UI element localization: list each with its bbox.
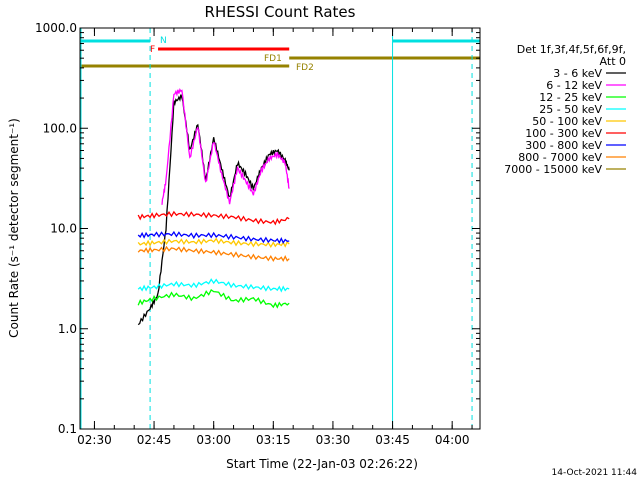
series-line: [137, 94, 290, 326]
footer-date: 14-Oct-2021 11:44: [552, 468, 638, 478]
series-line: [137, 210, 290, 226]
series-layer: [137, 87, 290, 326]
series-50-100-kev: [137, 237, 290, 249]
x-tick-label: 02:30: [77, 433, 112, 447]
annotation-n: N: [160, 36, 167, 46]
legend-entry-label: 800 - 7000 keV: [518, 151, 602, 164]
y-tick-label: 1.0: [58, 322, 77, 336]
legend-entry-label: 6 - 12 keV: [546, 79, 602, 92]
series-800-7000-kev: [137, 245, 290, 262]
series-12-25-kev: [137, 288, 290, 309]
y-tick-label: 0.1: [58, 422, 77, 436]
series-line: [137, 245, 290, 262]
series-25-50-kev: [137, 278, 290, 293]
series-line: [137, 237, 290, 249]
series-6-12-kev: [161, 87, 290, 205]
x-tick-label: 03:30: [316, 433, 351, 447]
chart-title: RHESSI Count Rates: [205, 3, 356, 21]
series-line: [137, 288, 290, 309]
series-100-300-kev: [137, 210, 290, 226]
attenuator-and-flag-bars: [80, 28, 480, 429]
axes-layer: 02:30 02:45 03:00 03:15 03:30 03:45 04:00 0.1 1.…: [35, 21, 480, 447]
y-tick-label: 100.0: [43, 121, 77, 135]
annotation-f: F: [150, 45, 155, 55]
legend-entry-label: 7000 - 15000 keV: [504, 163, 602, 176]
legend: Det 1f,3f,4f,5f,6f,9f, Att 0 3 - 6 keV6 …: [504, 43, 626, 176]
legend-header-attenuator: Att 0: [600, 55, 626, 68]
legend-entry-label: 50 - 100 keV: [532, 115, 602, 128]
y-axis-label: Count Rate (s⁻¹ detector segment⁻¹): [7, 118, 21, 338]
legend-header-detectors: Det 1f,3f,4f,5f,6f,9f,: [517, 43, 626, 56]
x-tick-label: 03:00: [196, 433, 231, 447]
y-tick-label: 1000.0: [35, 21, 77, 35]
annotation-fd1: FD1: [264, 54, 282, 64]
series-line: [137, 278, 290, 293]
x-axis-label: Start Time (22-Jan-03 02:26:22): [226, 457, 418, 471]
legend-entry-label: 100 - 300 keV: [525, 127, 602, 140]
plot-frame: [79, 27, 481, 430]
y-tick-label: 10.0: [50, 222, 77, 236]
legend-entry-label: 12 - 25 keV: [539, 91, 602, 104]
legend-entry-label: 3 - 6 keV: [553, 67, 602, 80]
series-line: [137, 230, 290, 245]
x-tick-label: 03:45: [375, 433, 410, 447]
annotation-fd2: FD2: [296, 63, 314, 73]
x-tick-label: 02:45: [137, 433, 172, 447]
series-line: [161, 87, 290, 205]
x-tick-label: 04:00: [435, 433, 470, 447]
series-3-6-kev: [137, 94, 290, 326]
legend-entry-label: 25 - 50 keV: [539, 103, 602, 116]
series-300-800-kev: [137, 230, 290, 245]
x-tick-label: 03:15: [256, 433, 291, 447]
legend-entry-label: 300 - 800 keV: [525, 139, 602, 152]
